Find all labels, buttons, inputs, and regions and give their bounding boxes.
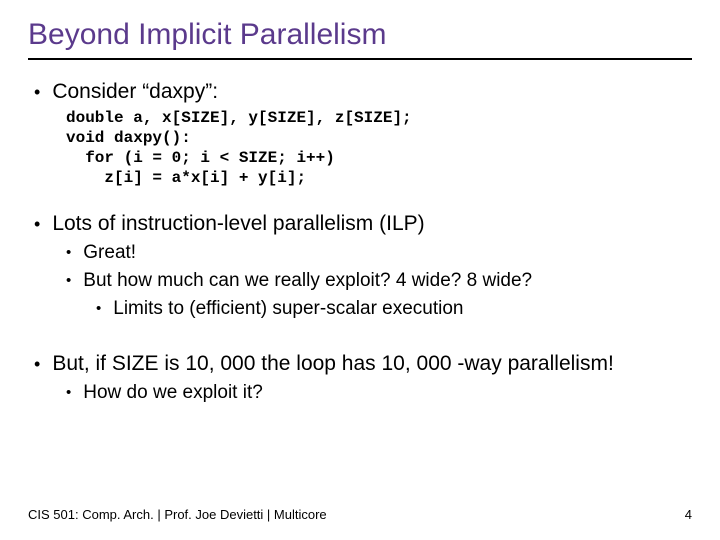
bullet-dot: • xyxy=(34,210,40,238)
slide: Beyond Implicit Parallelism • Consider “… xyxy=(0,0,720,406)
bullet-howmuch: • But how much can we really exploit? 4 … xyxy=(66,268,692,294)
page-number: 4 xyxy=(685,507,692,522)
bullet-text: Limits to (efficient) super-scalar execu… xyxy=(113,296,463,322)
bullet-text: Lots of instruction-level parallelism (I… xyxy=(52,210,424,238)
bullet-dot: • xyxy=(66,240,71,266)
bullet-text: How do we exploit it? xyxy=(83,380,263,406)
bullet-text: Consider “daxpy”: xyxy=(52,78,218,106)
code-block: double a, x[SIZE], y[SIZE], z[SIZE]; voi… xyxy=(66,108,692,188)
bullet-dot: • xyxy=(34,350,40,378)
bullet-text: But, if SIZE is 10, 000 the loop has 10,… xyxy=(52,350,613,378)
bullet-dot: • xyxy=(66,380,71,406)
footer-left: CIS 501: Comp. Arch. | Prof. Joe Deviett… xyxy=(28,507,327,522)
spacer xyxy=(28,324,692,350)
bullet-text: But how much can we really exploit? 4 wi… xyxy=(83,268,532,294)
bullet-size: • But, if SIZE is 10, 000 the loop has 1… xyxy=(34,350,692,378)
bullet-exploit: • How do we exploit it? xyxy=(66,380,692,406)
footer: CIS 501: Comp. Arch. | Prof. Joe Deviett… xyxy=(28,507,692,522)
bullet-dot: • xyxy=(34,78,40,106)
bullet-dot: • xyxy=(96,296,101,322)
bullet-ilp: • Lots of instruction-level parallelism … xyxy=(34,210,692,238)
bullet-consider: • Consider “daxpy”: xyxy=(34,78,692,106)
code-line: void daxpy(): xyxy=(66,128,692,148)
bullet-text: Great! xyxy=(83,240,136,266)
slide-title: Beyond Implicit Parallelism xyxy=(28,18,692,60)
code-line: double a, x[SIZE], y[SIZE], z[SIZE]; xyxy=(66,108,692,128)
bullet-dot: • xyxy=(66,268,71,294)
code-line: z[i] = a*x[i] + y[i]; xyxy=(66,168,692,188)
bullet-limits: • Limits to (efficient) super-scalar exe… xyxy=(96,296,692,322)
code-line: for (i = 0; i < SIZE; i++) xyxy=(66,148,692,168)
bullet-great: • Great! xyxy=(66,240,692,266)
